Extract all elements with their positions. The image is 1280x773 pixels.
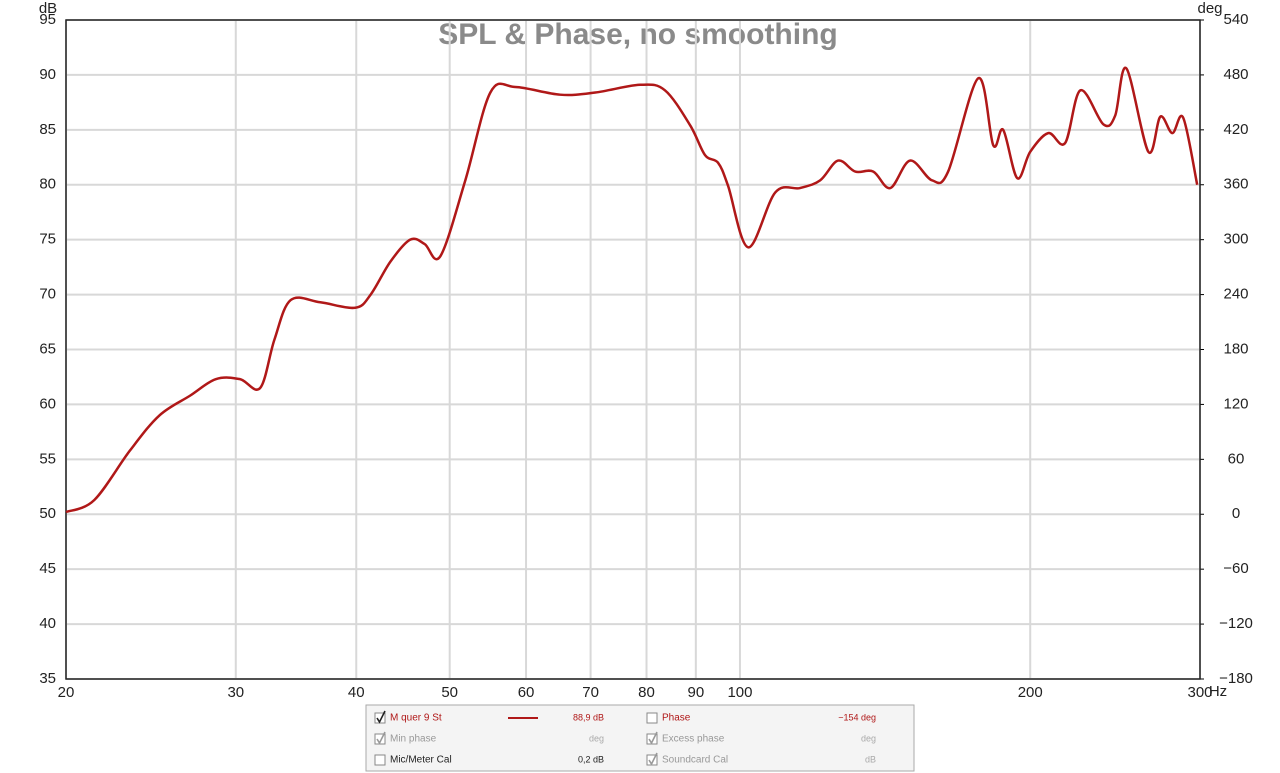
y2-tick-label: −120 bbox=[1219, 615, 1253, 632]
y-tick-label: 70 bbox=[39, 286, 56, 303]
legend-label: M quer 9 St bbox=[390, 713, 442, 724]
legend-check bbox=[376, 710, 386, 724]
y2-tick-label: 0 bbox=[1232, 505, 1240, 522]
y-tick-label: 80 bbox=[39, 176, 56, 193]
legend-checkbox[interactable] bbox=[646, 733, 658, 745]
y-tick-label: 35 bbox=[39, 670, 56, 687]
legend-checkbox[interactable] bbox=[646, 754, 658, 766]
legend-value: −154 deg bbox=[838, 712, 876, 722]
y2-tick-label: 300 bbox=[1223, 231, 1248, 248]
y-tick-label: 55 bbox=[39, 450, 56, 467]
data-line bbox=[65, 66, 1199, 514]
y-tick-label: 60 bbox=[39, 395, 56, 412]
plot-frame bbox=[65, 19, 1201, 680]
y-tick-label: 45 bbox=[39, 560, 56, 577]
y2-tick-label: 480 bbox=[1223, 66, 1248, 83]
y-axis-label: dB bbox=[39, 0, 57, 17]
legend-checkbox[interactable] bbox=[374, 733, 386, 745]
legend-check bbox=[376, 731, 386, 745]
x-tick-label: 90 bbox=[687, 684, 704, 701]
legend-value: 0,2 dB bbox=[578, 754, 604, 764]
y-tick-label: 95 bbox=[39, 11, 56, 28]
legend-checkbox[interactable] bbox=[374, 754, 386, 766]
y-tick-label: 65 bbox=[39, 340, 56, 357]
y-tick-label: 75 bbox=[39, 231, 56, 248]
legend-checkbox[interactable] bbox=[374, 712, 386, 724]
y2-tick-label: 180 bbox=[1223, 340, 1248, 357]
x-tick-label: 20 bbox=[58, 684, 75, 701]
y2-tick-label: 540 bbox=[1223, 11, 1248, 28]
legend-label: Excess phase bbox=[662, 734, 725, 745]
legend-panel bbox=[365, 704, 915, 772]
legend-check bbox=[648, 752, 658, 766]
y-tick-label: 85 bbox=[39, 121, 56, 138]
x-tick-label: 30 bbox=[227, 684, 244, 701]
y2-tick-label: −180 bbox=[1219, 670, 1253, 687]
legend-label: Min phase bbox=[390, 734, 437, 745]
y2-tick-label: 60 bbox=[1228, 450, 1245, 467]
y2-tick-label: 240 bbox=[1223, 286, 1248, 303]
legend-value: dB bbox=[865, 754, 876, 764]
y-tick-label: 50 bbox=[39, 505, 56, 522]
x-tick-label: 40 bbox=[348, 684, 365, 701]
y-tick-label: 90 bbox=[39, 66, 56, 83]
legend-value: deg bbox=[861, 733, 876, 743]
x-tick-label: 70 bbox=[582, 684, 599, 701]
legend-value: 88,9 dB bbox=[573, 712, 604, 722]
x-tick-label: 50 bbox=[441, 684, 458, 701]
legend-check bbox=[648, 731, 658, 745]
legend-label: Soundcard Cal bbox=[662, 755, 728, 766]
x-unit-label: Hz bbox=[1209, 683, 1227, 700]
x-tick-label: 60 bbox=[518, 684, 535, 701]
legend-label: Phase bbox=[662, 713, 691, 724]
x-tick-label: 300 bbox=[1187, 684, 1212, 701]
x-tick-label: 200 bbox=[1018, 684, 1043, 701]
y2-tick-label: 120 bbox=[1223, 395, 1248, 412]
legend-checkbox[interactable] bbox=[646, 712, 658, 724]
y2-tick-label: −60 bbox=[1223, 560, 1248, 577]
y-tick-label: 40 bbox=[39, 615, 56, 632]
legend-label: Mic/Meter Cal bbox=[390, 755, 452, 766]
y2-axis-label: deg bbox=[1197, 0, 1222, 17]
y2-tick-label: 360 bbox=[1223, 176, 1248, 193]
y2-tick-label: 420 bbox=[1223, 121, 1248, 138]
chart-title: SPL & Phase, no smoothing bbox=[438, 18, 838, 51]
legend-value: deg bbox=[589, 733, 604, 743]
x-tick-label: 100 bbox=[727, 684, 752, 701]
x-tick-label: 80 bbox=[638, 684, 655, 701]
